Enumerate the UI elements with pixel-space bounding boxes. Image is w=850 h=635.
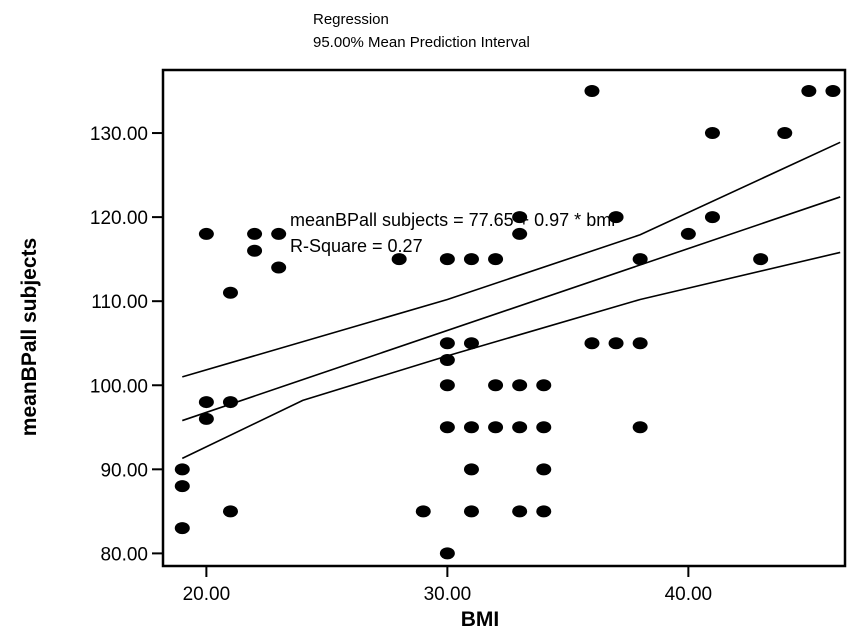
data-point [608,211,624,224]
lower-interval-line [181,251,841,460]
data-point [439,547,455,560]
data-point [704,127,720,140]
data-point [439,354,455,367]
data-point [174,480,190,493]
data-point [512,421,528,434]
y-tick-label: 100.00 [90,376,148,397]
plot-area-frame [161,68,847,568]
data-point [463,337,479,350]
data-point [512,227,528,240]
upper-interval-line [182,141,841,378]
data-point [439,421,455,434]
data-point [536,463,552,476]
data-point [584,85,600,98]
data-point [632,253,648,266]
data-point [174,522,190,535]
y-tick-label: 90.00 [100,460,148,481]
data-point [439,337,455,350]
y-tick-label: 80.00 [100,544,148,565]
chart-title: Regression [313,11,389,28]
data-point [488,253,504,266]
data-point [512,211,528,224]
chart-subtitle: 95.00% Mean Prediction Interval [313,34,530,51]
data-point [439,253,455,266]
data-point [536,379,552,392]
data-point [825,85,841,98]
x-axis: 20.00 30.00 40.00 [183,566,713,605]
r-square-annotation: R-Square = 0.27 [290,236,423,256]
data-point [584,337,600,350]
data-point [632,337,648,350]
y-tick-label: 110.00 [91,292,148,313]
data-point [391,253,407,266]
data-point [271,261,287,274]
data-point [536,505,552,518]
data-point [512,505,528,518]
y-tick-label: 120.00 [90,208,148,229]
data-point [463,253,479,266]
regression-lines [181,141,841,460]
data-point [536,421,552,434]
data-point [198,412,214,425]
regression-equation-annotation: meanBPall subjects = 77.65 + 0.97 * bmi [290,210,615,230]
data-point [463,505,479,518]
x-tick-label: 20.00 [183,584,231,605]
data-points [174,85,841,560]
data-point [488,421,504,434]
data-point [608,337,624,350]
x-tick-label: 40.00 [665,584,713,605]
data-point [463,421,479,434]
x-axis-label: BMI [461,608,500,631]
data-point [463,463,479,476]
data-point [222,286,238,299]
data-point [271,227,287,240]
data-point [247,244,263,257]
regression-fit-line [182,196,841,422]
data-point [488,379,504,392]
data-point [222,505,238,518]
data-point [704,211,720,224]
data-point [801,85,817,98]
data-point [247,227,263,240]
y-axis: 80.00 90.00 100.00 110.00 120.00 130.00 [90,124,163,565]
data-point [174,463,190,476]
data-point [415,505,431,518]
y-axis-label: meanBPall subjects [18,238,41,436]
data-point [439,379,455,392]
data-point [198,227,214,240]
data-point [777,127,793,140]
data-point [512,379,528,392]
y-tick-label: 130.00 [90,124,148,145]
data-point [222,396,238,409]
data-point [753,253,769,266]
data-point [680,227,696,240]
data-point [632,421,648,434]
data-point [198,396,214,409]
x-tick-label: 30.00 [424,584,472,605]
